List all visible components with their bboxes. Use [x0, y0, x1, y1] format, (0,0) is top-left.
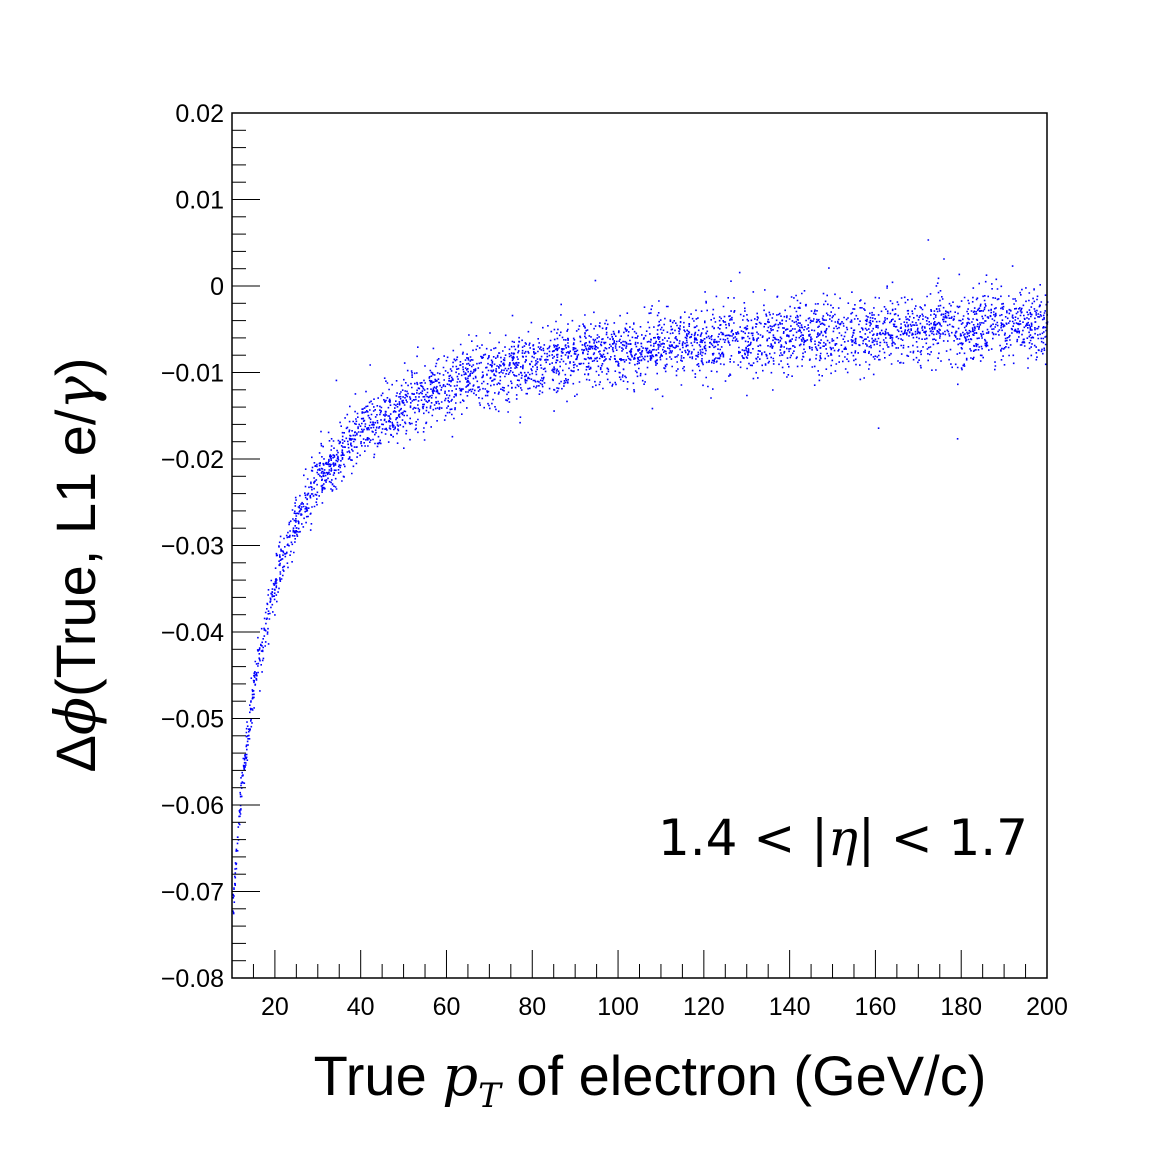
y-tick-label: −0.01 — [161, 360, 224, 388]
y-tick-label: 0.02 — [175, 100, 224, 128]
y-tick-label: −0.08 — [161, 965, 224, 993]
x-tick-label: 60 — [433, 993, 461, 1021]
x-tick-label: 120 — [683, 993, 725, 1021]
x-tick-label: 40 — [347, 993, 375, 1021]
y-tick-label: −0.05 — [161, 706, 224, 734]
y-tick-labels: 0.02 0.01 0 −0.01 −0.02 −0.03 −0.04 −0.05 −0.06 −… — [161, 100, 224, 993]
x-tick-label: 80 — [518, 993, 546, 1021]
y-tick-label: −0.03 — [161, 533, 224, 561]
x-tick-label: 180 — [940, 993, 982, 1021]
y-axis-title: Δϕ(True, L1 e/γ) — [44, 357, 109, 772]
x-tick-label: 140 — [769, 993, 811, 1021]
x-tick-label: 200 — [1026, 993, 1068, 1021]
y-tick-label: −0.02 — [161, 446, 224, 474]
scatter-point-cloud — [232, 239, 1049, 915]
y-tick-label: −0.06 — [161, 792, 224, 820]
x-tick-label: 100 — [597, 993, 639, 1021]
y-tick-label: −0.04 — [161, 619, 224, 647]
x-tick-label: 160 — [855, 993, 897, 1021]
eta-range-annotation: 1.4 < |η| < 1.7 — [658, 809, 1028, 867]
x-tick-labels: 20 40 60 80 100 120 140 160 180 200 — [261, 993, 1068, 1021]
x-tick-label: 20 — [261, 993, 289, 1021]
y-tick-label: 0 — [210, 273, 224, 301]
y-tick-label: −0.07 — [161, 879, 224, 907]
x-axis-title: True pT of electron (GeV/c) — [314, 1044, 987, 1116]
scatter-points — [232, 239, 1049, 915]
axis-ticks — [231, 112, 1048, 979]
y-tick-label: 0.01 — [175, 187, 224, 215]
